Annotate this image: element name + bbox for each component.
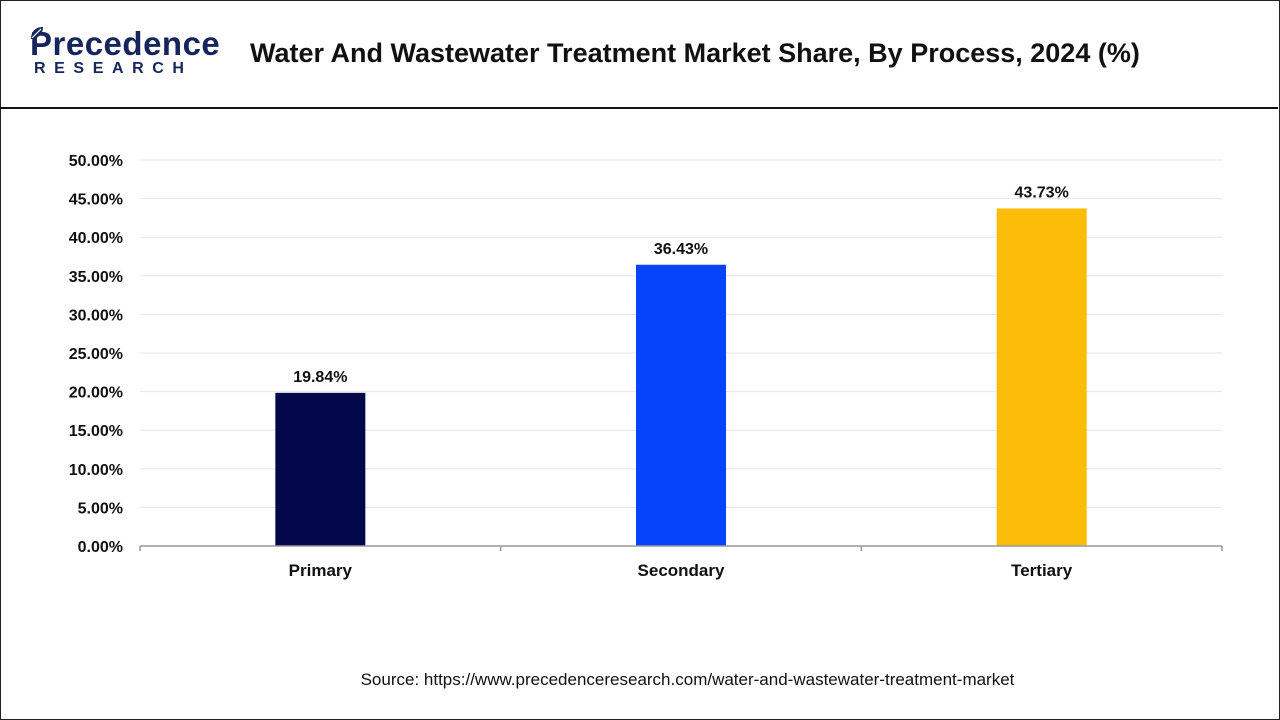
- bar: [636, 264, 726, 546]
- y-tick-label: 25.00%: [69, 346, 123, 363]
- data-label: 36.43%: [654, 241, 708, 258]
- x-tick-label: Tertiary: [1011, 561, 1073, 580]
- bar: [275, 392, 366, 546]
- data-label: 19.84%: [293, 369, 347, 386]
- y-tick-label: 40.00%: [69, 230, 123, 247]
- y-tick-label: 30.00%: [69, 307, 123, 324]
- source-text: Source: https://www.precedenceresearch.c…: [360, 670, 1015, 689]
- y-tick-label: 0.00%: [78, 539, 123, 556]
- y-tick-label: 45.00%: [69, 192, 123, 209]
- y-tick-label: 35.00%: [69, 269, 123, 286]
- y-tick-label: 5.00%: [78, 500, 123, 517]
- header: Precedence RESEARCH Water And Wastewater…: [0, 0, 1278, 109]
- y-tick-label: 20.00%: [69, 385, 123, 402]
- y-tick-label: 15.00%: [69, 423, 123, 440]
- x-tick-label: Secondary: [638, 561, 725, 580]
- logo-subtitle: RESEARCH: [34, 60, 193, 77]
- logo: Precedence RESEARCH: [30, 24, 230, 84]
- y-tick-label: 10.00%: [69, 462, 123, 479]
- leaf-icon: [31, 27, 43, 39]
- data-label: 43.73%: [1015, 184, 1069, 201]
- x-tick-label: Primary: [289, 561, 353, 580]
- y-tick-label: 50.00%: [69, 153, 123, 170]
- page-title: Water And Wastewater Treatment Market Sh…: [250, 38, 1140, 68]
- source-note: Source: https://www.precedenceresearch.c…: [0, 670, 1280, 690]
- logo-wordmark: Precedence: [30, 25, 221, 62]
- bar: [996, 208, 1087, 546]
